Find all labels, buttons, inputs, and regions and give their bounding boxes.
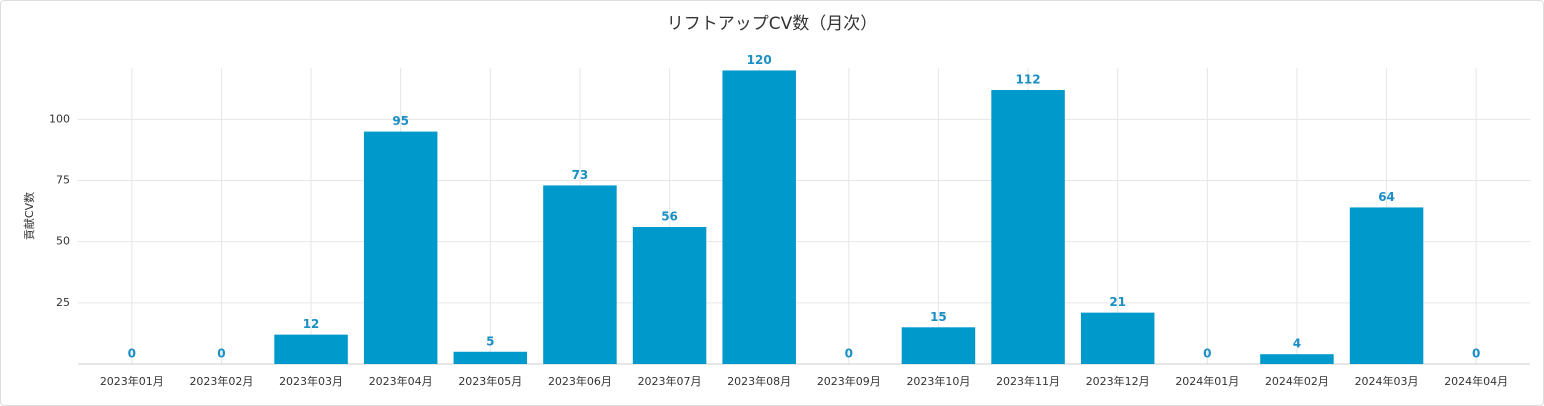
value-label: 4 — [1293, 337, 1301, 351]
value-label: 0 — [845, 347, 853, 361]
value-label: 95 — [392, 114, 409, 128]
x-tick-label: 2024年01月 — [1175, 374, 1239, 388]
x-tick-label: 2023年02月 — [189, 374, 253, 388]
bar — [453, 351, 528, 364]
bar — [274, 334, 348, 364]
x-tick-label: 2024年04月 — [1444, 374, 1508, 388]
bar — [632, 227, 707, 364]
y-tick-label: 75 — [56, 174, 70, 187]
x-tick-label: 2023年11月 — [996, 374, 1060, 388]
x-tick-label: 2023年04月 — [369, 374, 433, 388]
x-tick-label: 2023年09月 — [817, 374, 881, 388]
x-tick-label: 2024年03月 — [1355, 374, 1419, 388]
value-label: 56 — [661, 210, 678, 224]
bar — [1349, 207, 1424, 364]
y-tick-label: 25 — [56, 296, 70, 309]
x-tick-label: 2023年06月 — [548, 374, 612, 388]
value-label: 0 — [217, 347, 225, 361]
bar — [991, 90, 1065, 364]
value-label: 15 — [930, 310, 947, 324]
bar — [1080, 312, 1155, 364]
y-axis-title: 貢献CV数 — [22, 192, 36, 240]
x-tick-label: 2023年01月 — [100, 374, 164, 388]
bar — [543, 185, 617, 364]
value-label: 73 — [572, 168, 589, 182]
value-label: 120 — [747, 53, 772, 67]
value-label: 0 — [1203, 347, 1211, 361]
bar — [901, 327, 976, 364]
x-tick-label: 2023年10月 — [906, 374, 970, 388]
bar — [363, 131, 438, 364]
value-label: 0 — [128, 347, 136, 361]
value-label: 5 — [486, 334, 494, 348]
y-tick-label: 100 — [49, 112, 70, 125]
value-label: 64 — [1378, 190, 1395, 204]
x-tick-label: 2024年02月 — [1265, 374, 1329, 388]
x-tick-label: 2023年05月 — [458, 374, 522, 388]
x-tick-label: 2023年07月 — [638, 374, 702, 388]
x-tick-label: 2023年03月 — [279, 374, 343, 388]
chart-title: リフトアップCV数（月次） — [667, 14, 878, 34]
bar — [722, 70, 796, 364]
x-tick-label: 2023年12月 — [1086, 374, 1150, 388]
value-label: 12 — [303, 317, 320, 331]
value-label: 0 — [1472, 347, 1480, 361]
x-tick-label: 2023年08月 — [727, 374, 791, 388]
value-label: 112 — [1016, 73, 1041, 87]
value-label: 21 — [1109, 295, 1126, 309]
bar — [1260, 354, 1334, 364]
y-tick-label: 50 — [56, 235, 70, 248]
